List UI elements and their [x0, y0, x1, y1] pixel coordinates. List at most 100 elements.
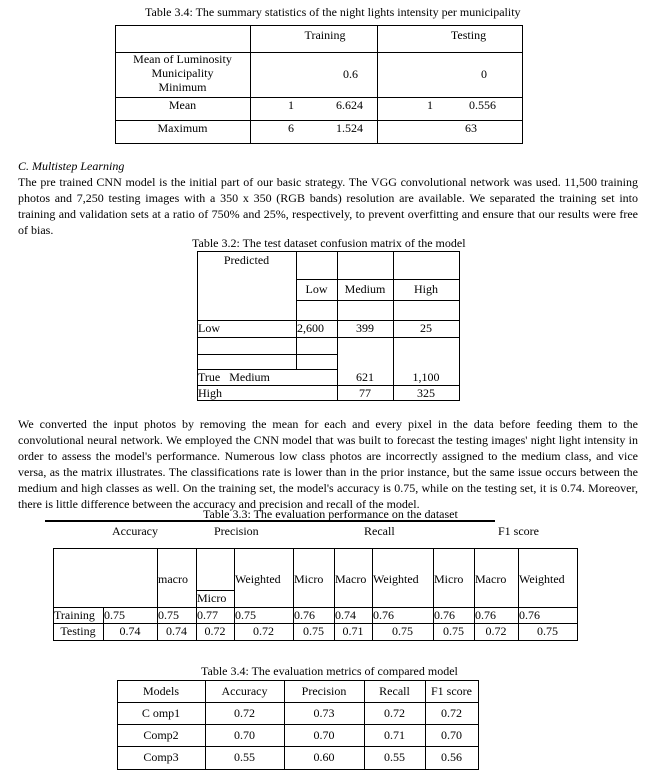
table-border — [337, 251, 338, 401]
table-border — [115, 52, 523, 53]
group-header: F1 score — [498, 524, 539, 538]
table-border — [197, 251, 460, 252]
table-border — [296, 251, 297, 369]
table-border — [53, 607, 577, 608]
sub-header: Macro — [475, 572, 507, 586]
cell: 0.70 — [313, 728, 335, 742]
cell: 0.72 — [253, 624, 274, 638]
table-border — [53, 548, 54, 641]
row-label: Testing — [60, 624, 96, 638]
col-header: Recall — [379, 684, 410, 698]
cell: 0.74 — [119, 624, 141, 638]
cell: 0.77 — [197, 608, 218, 622]
table-border — [117, 724, 479, 725]
cell: 25 — [420, 321, 432, 335]
table-border — [196, 590, 234, 591]
table-border — [296, 300, 460, 301]
col-header: Precision — [301, 684, 347, 698]
cell: 0.56 — [441, 750, 462, 764]
sub-header: Micro — [434, 572, 464, 586]
sub-header: Weighted — [373, 572, 419, 586]
cell: 0.55 — [234, 750, 255, 764]
table-border — [117, 680, 118, 770]
table-border — [197, 337, 460, 338]
col-header: Low — [305, 282, 328, 296]
table-border — [197, 251, 198, 401]
table-border — [53, 623, 577, 624]
table-border — [53, 548, 577, 549]
table-border — [459, 251, 460, 401]
cell: 63 — [465, 121, 477, 135]
table-border — [393, 251, 394, 401]
table-border — [117, 702, 479, 703]
cell: 0.74 — [166, 624, 187, 638]
cell: 0.72 — [234, 706, 255, 720]
sub-header: Macro — [335, 572, 367, 586]
cell: 1 — [288, 98, 294, 112]
cell: 0.556 — [469, 98, 496, 112]
cell: 77 — [359, 386, 371, 400]
cell: 0.76 — [519, 608, 540, 622]
table-border — [115, 25, 523, 26]
table-border — [196, 548, 197, 641]
col-header: F1 score — [431, 684, 472, 698]
cell: 0.76 — [373, 608, 394, 622]
col-header: Models — [143, 684, 179, 698]
table-border — [117, 680, 479, 681]
paragraph: We converted the input photos by removin… — [18, 417, 638, 511]
cell: 0.74 — [335, 608, 356, 622]
header-testing: Testing — [450, 28, 487, 42]
cell: 0.55 — [384, 750, 405, 764]
col-header: High — [414, 282, 438, 296]
table-border — [117, 769, 479, 770]
row-label: Training — [54, 608, 95, 622]
sub-header: Micro — [197, 591, 227, 605]
table-border — [577, 548, 578, 641]
table-border — [115, 25, 116, 144]
table-border — [334, 548, 335, 641]
row-label: High — [198, 386, 222, 400]
row-label: Municipality — [151, 66, 214, 80]
group-header: Recall — [364, 524, 395, 538]
table-border — [53, 640, 577, 641]
row-label: Minimum — [158, 80, 207, 94]
cell: 0.75 — [104, 608, 125, 622]
cell: 1 — [427, 98, 433, 112]
group-header: Accuracy — [112, 524, 158, 538]
table-border — [197, 369, 337, 370]
table2-caption: Table 3.2: The test dataset confusion ma… — [192, 236, 466, 250]
table-border — [197, 385, 460, 386]
table-border — [115, 97, 523, 98]
cell: 0.73 — [313, 706, 335, 720]
cell: 1,100 — [412, 370, 440, 384]
sub-header: Weighted — [235, 572, 281, 586]
cell: 0.71 — [342, 624, 364, 638]
table-border — [157, 548, 158, 641]
cell: 0.76 — [294, 608, 315, 622]
table-border — [478, 680, 479, 770]
cell: 0.76 — [434, 608, 455, 622]
cell: 0.72 — [204, 624, 226, 638]
cell: 0.72 — [441, 706, 462, 720]
table3-caption: Table 3.3: The evaluation performance on… — [203, 507, 458, 521]
cell: 2,600 — [297, 321, 324, 335]
table-border — [234, 548, 235, 641]
cell: 0.75 — [158, 608, 179, 622]
table-border — [296, 279, 460, 280]
cell: 621 — [356, 370, 374, 384]
cell: 0.71 — [384, 728, 405, 742]
table-border — [372, 548, 373, 641]
cell: 0.70 — [234, 728, 255, 742]
table-border — [474, 548, 475, 641]
cell: 1.524 — [336, 121, 363, 135]
table-border — [205, 680, 206, 770]
table-border — [425, 680, 426, 770]
cell: 0.75 — [235, 608, 256, 622]
table-border — [250, 25, 251, 144]
section-heading: C. Multistep Learning — [18, 159, 125, 173]
cell: 0.72 — [485, 624, 507, 638]
table1-caption: Table 3.4: The summary statistics of the… — [145, 5, 521, 19]
table-border — [115, 120, 523, 121]
table-border — [103, 607, 104, 640]
